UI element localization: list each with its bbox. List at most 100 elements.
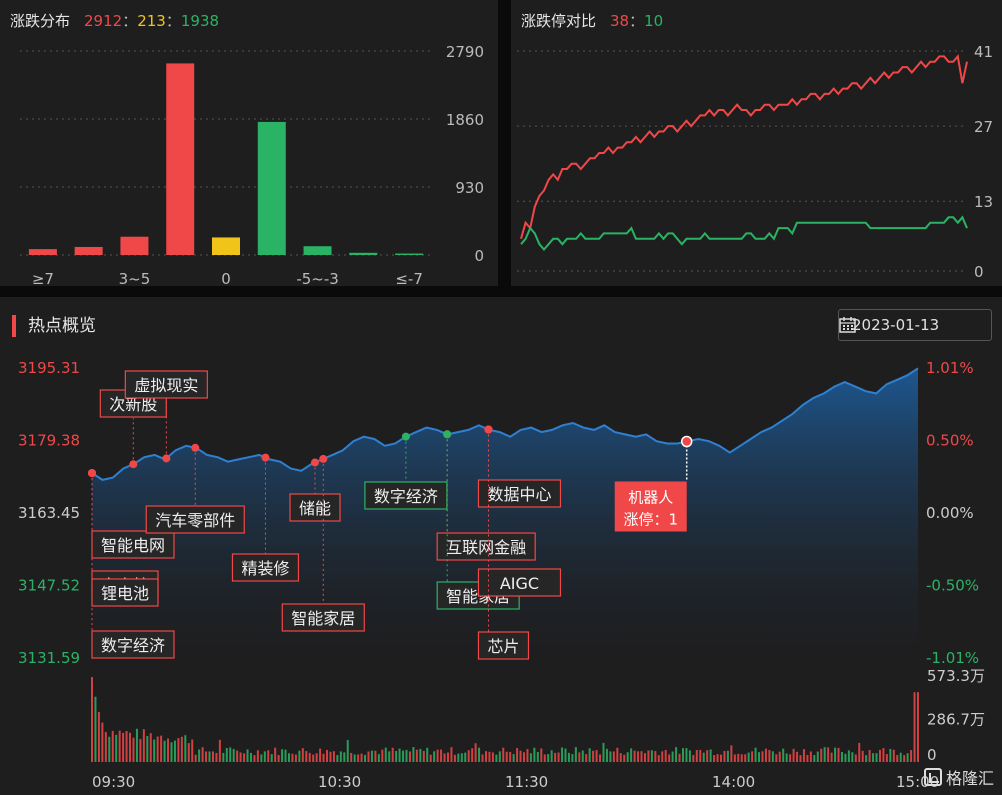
volume-bar bbox=[554, 752, 557, 762]
volume-bar bbox=[94, 696, 97, 762]
sep-3: ： bbox=[629, 12, 645, 30]
brand-logo-icon bbox=[923, 768, 942, 786]
limit-comparison-panel: 涨跌停对比 38：10 41 27 13 0 bbox=[511, 0, 1002, 286]
volume-bar bbox=[177, 738, 180, 762]
volume-bar bbox=[422, 750, 425, 762]
volume-bar bbox=[557, 752, 560, 762]
y-tick-label: 41 bbox=[974, 43, 993, 61]
volume-bar bbox=[747, 752, 750, 762]
volume-bar bbox=[471, 748, 474, 762]
volume-bar bbox=[184, 735, 187, 762]
volume-bar bbox=[782, 748, 785, 762]
marker-dot bbox=[401, 432, 410, 441]
volume-bar bbox=[495, 754, 498, 762]
volume-bar bbox=[129, 732, 132, 762]
left-tick-label: 3195.31 bbox=[18, 359, 80, 377]
volume-bar bbox=[633, 750, 636, 762]
volume-bar bbox=[205, 751, 208, 762]
volume-bar bbox=[481, 754, 484, 762]
concept-tag-label: 精装修 bbox=[241, 559, 289, 578]
volume-bar bbox=[592, 750, 595, 762]
highlight-sub: 涨停：1 bbox=[623, 511, 678, 529]
volume-bar bbox=[391, 747, 394, 762]
right-tick-label: 0.50% bbox=[926, 432, 974, 450]
down-count: 1938 bbox=[180, 12, 220, 30]
concept-tag bbox=[91, 530, 175, 559]
calendar-icon[interactable] bbox=[839, 316, 856, 333]
volume-tick-label: 286.7万 bbox=[927, 710, 985, 728]
volume-bar bbox=[903, 755, 906, 762]
right-tick-label: 0.00% bbox=[926, 504, 974, 522]
bar bbox=[257, 121, 286, 255]
volume-bar bbox=[571, 754, 574, 762]
concept-tag bbox=[281, 603, 365, 632]
volume-bar bbox=[270, 754, 273, 762]
volume-bar bbox=[872, 753, 875, 762]
volume-bar bbox=[754, 747, 757, 762]
bar bbox=[395, 253, 424, 255]
brand-name: 格隆汇 bbox=[945, 769, 994, 788]
volume-bar bbox=[675, 747, 678, 762]
date-picker[interactable]: 2023-01-13 bbox=[838, 309, 992, 341]
volume-bar bbox=[643, 753, 646, 762]
volume-bar bbox=[823, 747, 826, 762]
volume-bar bbox=[308, 752, 311, 762]
volume-bar bbox=[419, 748, 422, 762]
up-count: 2912 bbox=[84, 12, 123, 30]
highlight-label: 机器人 bbox=[628, 489, 673, 507]
volume-bar bbox=[854, 754, 857, 762]
date-value: 2023-01-13 bbox=[852, 316, 940, 334]
volume-tick-label: 0 bbox=[927, 746, 937, 764]
marker-dot bbox=[88, 469, 96, 478]
marker-dot bbox=[129, 460, 138, 469]
concept-tag bbox=[91, 630, 175, 659]
volume-bar bbox=[222, 752, 225, 762]
volume-bar bbox=[350, 752, 353, 762]
volume-bar bbox=[329, 751, 332, 762]
volume-bar bbox=[225, 748, 228, 762]
volume-bar bbox=[339, 751, 342, 762]
marker-dot bbox=[162, 454, 171, 463]
marker-dot bbox=[311, 458, 320, 467]
volume-bar bbox=[191, 739, 194, 762]
volume-bar bbox=[132, 737, 135, 762]
volume-bar bbox=[564, 748, 567, 762]
volume-bar bbox=[464, 752, 467, 762]
volume-bar bbox=[336, 755, 339, 762]
volume-bar bbox=[744, 754, 747, 762]
volume-bar bbox=[395, 751, 398, 762]
volume-bar bbox=[619, 753, 622, 762]
volume-bar bbox=[149, 733, 152, 762]
volume-bar bbox=[820, 748, 823, 762]
volume-bar bbox=[267, 750, 270, 762]
concept-tag-label: 数字经济 bbox=[374, 487, 438, 506]
concept-tag-label: 智能家居 bbox=[291, 609, 355, 628]
marker-dot bbox=[443, 430, 452, 439]
volume-bar bbox=[671, 751, 674, 762]
concept-tag-label: 互联网金融 bbox=[446, 538, 526, 557]
volume-bar bbox=[588, 748, 591, 762]
volume-bar bbox=[906, 753, 909, 762]
volume-bar bbox=[160, 735, 163, 762]
limit-down-count: 10 bbox=[644, 12, 664, 30]
right-tick-label: 1.01% bbox=[926, 359, 974, 377]
volume-bar bbox=[758, 752, 761, 762]
concept-tag-label: 次新股 bbox=[109, 395, 157, 414]
volume-bar bbox=[305, 751, 308, 762]
limit-up-count: 38 bbox=[610, 12, 630, 30]
volume-bar bbox=[115, 734, 118, 762]
volume-bar bbox=[381, 749, 384, 762]
volume-bar bbox=[778, 751, 781, 762]
volume-bar bbox=[374, 750, 377, 762]
volume-bar bbox=[827, 747, 830, 762]
volume-bar bbox=[346, 740, 349, 762]
volume-bar bbox=[443, 753, 446, 762]
volume-bar bbox=[599, 754, 602, 762]
marker-dot bbox=[261, 453, 270, 462]
bar bbox=[303, 246, 332, 255]
volume-bar bbox=[415, 749, 418, 762]
volume-bar bbox=[512, 754, 515, 762]
marker-dot bbox=[191, 443, 200, 452]
volume-bar bbox=[547, 754, 550, 762]
volume-bar bbox=[111, 730, 114, 762]
